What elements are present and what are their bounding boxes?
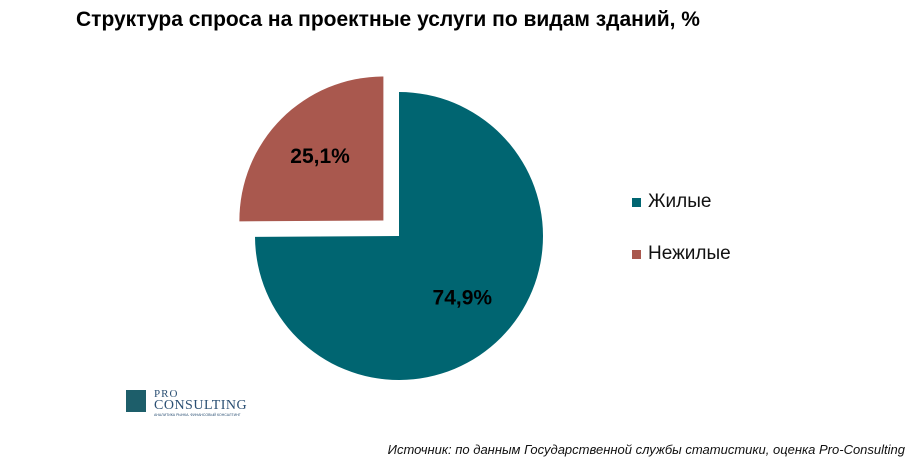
pie-slice-nonresidential bbox=[239, 76, 384, 222]
logo-emblem-icon bbox=[126, 390, 146, 412]
chart-title: Структура спроса на проектные услуги по … bbox=[76, 8, 700, 31]
legend-swatch-residential bbox=[632, 197, 641, 207]
legend-item-residential: Жилые bbox=[632, 188, 731, 216]
logo-tagline: АНАЛИТИКА РЫНКА. ФИНАНСОВЫЙ КОНСАЛТИНГ bbox=[154, 413, 241, 417]
legend-label-nonresidential: Нежилые bbox=[648, 243, 731, 264]
logo-consulting-text: CONSULTING bbox=[154, 398, 248, 413]
logo-pro-text: PRO bbox=[154, 388, 179, 400]
pie-slice-residential bbox=[255, 92, 543, 381]
data-label-nonresidential: 25,1% bbox=[290, 145, 350, 168]
legend-label-residential: Жилые bbox=[648, 191, 712, 212]
legend: Жилые Нежилые bbox=[632, 188, 731, 292]
source-note: Источник: по данным Государственной служ… bbox=[387, 442, 905, 457]
legend-item-nonresidential: Нежилые bbox=[632, 240, 731, 268]
data-label-residential: 74,9% bbox=[433, 286, 493, 309]
pro-consulting-logo: PRO CONSULTING АНАЛИТИКА РЫНКА. ФИНАНСОВ… bbox=[126, 388, 266, 418]
legend-swatch-nonresidential bbox=[632, 249, 641, 259]
